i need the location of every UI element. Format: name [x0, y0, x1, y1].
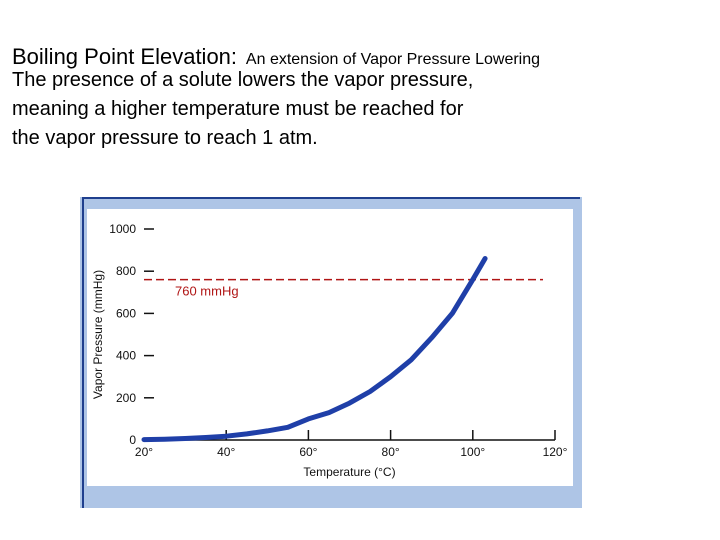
y-tick-label: 800 — [116, 264, 136, 278]
data-point — [430, 336, 433, 339]
data-point — [328, 411, 330, 414]
slide-title: Boiling Point Elevation: An extension of… — [12, 34, 540, 72]
chart-frame-top-edge — [82, 197, 580, 199]
data-point — [484, 257, 486, 260]
data-point — [389, 375, 392, 378]
y-tick-label: 200 — [116, 391, 136, 405]
data-point — [369, 390, 371, 393]
data-point — [307, 418, 310, 420]
data-point — [348, 402, 351, 404]
data-point — [163, 438, 166, 440]
x-tick-label: 120° — [543, 445, 568, 459]
y-tick-label: 0 — [129, 433, 136, 447]
data-point — [410, 359, 413, 361]
data-point — [246, 433, 248, 435]
chart-svg: 0 200 400 600 800 1000 20° 40° 60° 80° 100° 120° Tem… — [80, 197, 582, 508]
title-subtitle: An extension of Vapor Pressure Lowering — [245, 51, 541, 68]
data-point — [225, 435, 227, 437]
body-line: The presence of a solute lowers the vapo… — [12, 69, 474, 91]
y-tick-label: 1000 — [109, 222, 136, 236]
slide-body-text: The presence of a solute lowers the vapo… — [12, 66, 572, 153]
chart-frame-left-edge — [82, 197, 84, 508]
data-point — [287, 426, 289, 429]
data-point — [184, 437, 186, 440]
y-axis-label: Vapor Pressure (mmHg) — [91, 270, 105, 399]
data-point — [266, 430, 269, 432]
y-tick-label: 600 — [116, 306, 136, 320]
body-line: the vapor pressure to reach 1 atm. — [12, 127, 318, 149]
x-axis-label: Temperature (°C) — [303, 465, 395, 479]
data-point — [472, 278, 474, 281]
x-tick-label: 80° — [382, 445, 400, 459]
title-main: Boiling Point Elevation: — [12, 44, 238, 69]
reference-line-label: 760 mmHg — [175, 284, 239, 299]
data-point — [143, 438, 145, 441]
y-tick-label: 400 — [116, 349, 136, 363]
data-point — [204, 436, 207, 439]
vapor-pressure-curve — [141, 256, 488, 443]
chart-plot-panel — [87, 209, 573, 486]
x-tick-label: 60° — [299, 445, 317, 459]
vapor-pressure-chart: 0 200 400 600 800 1000 20° 40° 60° 80° 100° 120° Tem… — [80, 197, 582, 508]
body-line: meaning a higher temperature must be rea… — [12, 98, 464, 120]
x-tick-label: 40° — [217, 445, 235, 459]
x-tick-label: 20° — [135, 445, 153, 459]
data-point — [451, 312, 454, 315]
x-tick-label: 100° — [460, 445, 485, 459]
